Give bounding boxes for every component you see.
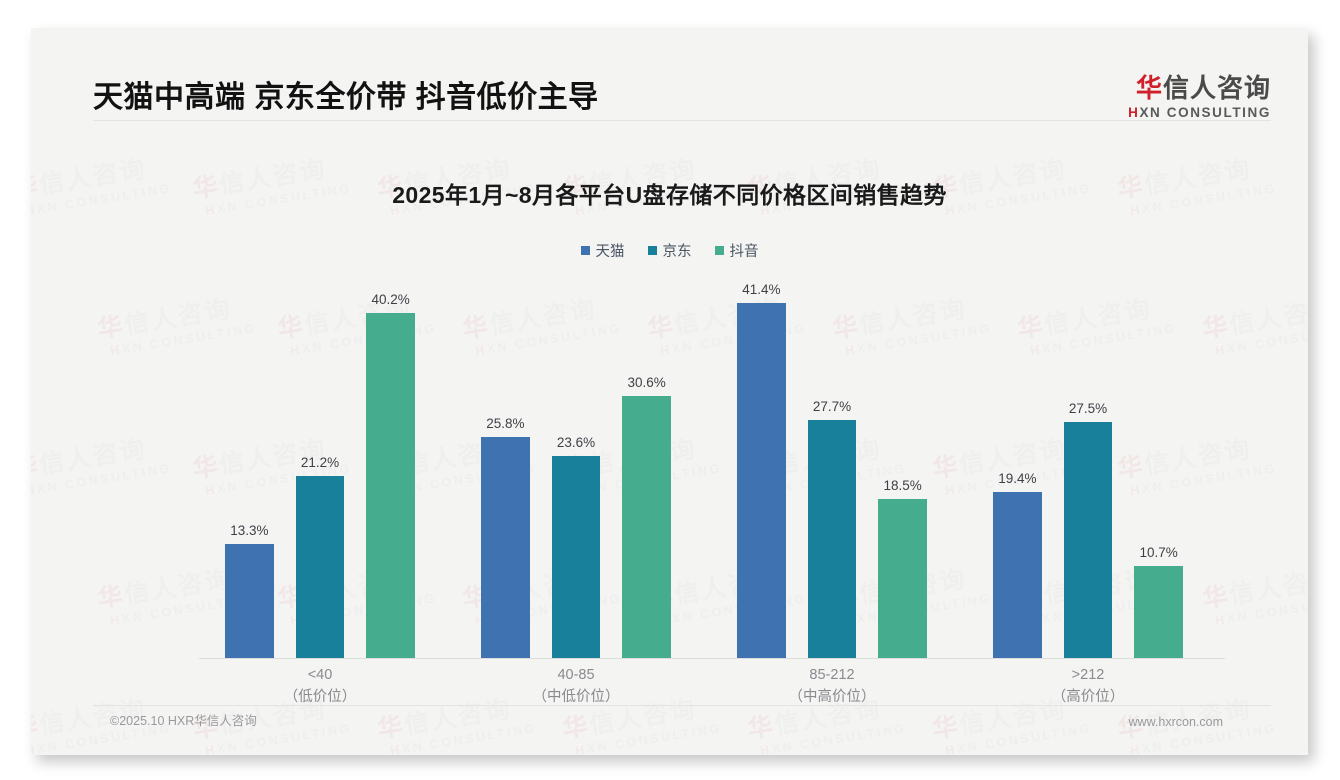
bar-天猫-<40[interactable] — [225, 544, 274, 658]
bar-column[interactable]: 30.6% — [622, 275, 672, 658]
bar-group: 13.3% 21.2% 40.2% — [225, 275, 416, 658]
brand-logo-en-rest: XN CONSULTING — [1139, 105, 1271, 121]
legend-label: 抖音 — [729, 244, 759, 260]
brand-logo-en: HXN CONSULTING — [1128, 105, 1271, 120]
bar-value-label: 30.6% — [627, 375, 666, 390]
bar-京东-40-85[interactable] — [551, 456, 601, 658]
bar-value-label: 18.5% — [883, 478, 922, 493]
bar-value-label: 13.3% — [230, 523, 269, 538]
legend-item-抖音[interactable]: 抖音 — [714, 240, 759, 261]
brand-logo: 华信人咨询 HXN CONSULTING — [1128, 73, 1271, 120]
x-tick-range: >212 — [1071, 667, 1105, 683]
bar-column[interactable]: 18.5% — [878, 275, 928, 658]
chart-title: 2025年1月~8月各平台U盘存储不同价格区间销售趋势 — [392, 182, 947, 208]
bar-抖音->212[interactable] — [1134, 566, 1184, 658]
page-title: 天猫中高端 京东全价带 抖音低价主导 — [93, 81, 599, 114]
legend-swatch-icon — [714, 246, 724, 255]
x-tick-subtitle: （中低价位） — [532, 689, 620, 706]
bar-天猫->212[interactable] — [993, 492, 1042, 658]
brand-logo-cn-rest: 信人咨询 — [1162, 73, 1271, 103]
header-divider — [93, 120, 1271, 121]
x-tick-subtitle: （中高价位） — [788, 689, 876, 706]
bar-column[interactable]: 19.4% — [993, 275, 1042, 658]
legend-item-天猫[interactable]: 天猫 — [580, 240, 625, 261]
bar-value-label: 23.6% — [556, 435, 596, 450]
footer-website: www.hxrcon.com — [1128, 715, 1223, 729]
bar-column[interactable]: 27.5% — [1063, 275, 1113, 658]
bar-column[interactable]: 13.3% — [225, 275, 274, 658]
bar-group: 25.8% 23.6% 30.6% — [481, 275, 672, 658]
bar-京东-<40[interactable] — [295, 476, 345, 658]
bar-group: 41.4% 27.7% 18.5% — [737, 275, 928, 658]
x-tick-subtitle: （低价位） — [283, 689, 357, 706]
footer-copyright: ©2025.10 HXR华信人咨询 — [110, 714, 257, 728]
bar-column[interactable]: 21.2% — [295, 275, 345, 658]
x-tick-range: 40-85 — [557, 667, 595, 683]
bar-column[interactable]: 27.7% — [807, 275, 857, 658]
bar-column[interactable]: 40.2% — [366, 275, 416, 658]
bar-value-label: 25.8% — [486, 416, 525, 431]
bar-column[interactable]: 41.4% — [737, 275, 786, 658]
slide-card: 华信人咨询 HXN CONSULTING 华信人咨询 HXN CONSULTING 华信… — [31, 28, 1308, 755]
bar-column[interactable]: 23.6% — [551, 275, 601, 658]
bar-京东-85-212[interactable] — [807, 420, 857, 658]
footer-divider — [93, 705, 1271, 706]
bar-天猫-85-212[interactable] — [737, 303, 786, 658]
bar-value-label: 41.4% — [742, 282, 781, 297]
x-tick-range: 85-212 — [809, 667, 855, 683]
bar-value-label: 40.2% — [371, 292, 410, 307]
x-axis-labels: <40 （低价位） 40-85 （中低价位） 85-212 （中高价位） >212 （高价位） — [199, 664, 1225, 724]
bar-天猫-40-85[interactable] — [481, 437, 530, 658]
bar-抖音-85-212[interactable] — [878, 499, 928, 658]
bar-value-label: 27.5% — [1068, 401, 1108, 416]
brand-logo-cn: 华信人咨询 — [1128, 73, 1271, 103]
x-tick-85-212: 85-212 （中高价位） — [737, 664, 927, 709]
bar-group: 19.4% 27.5% 10.7% — [993, 275, 1184, 658]
x-axis-line — [199, 658, 1225, 659]
x-tick-range: <40 — [307, 667, 333, 683]
brand-logo-cn-accent: 华 — [1135, 73, 1163, 103]
bar-column[interactable]: 10.7% — [1134, 275, 1184, 658]
x-tick-40-85: 40-85 （中低价位） — [481, 664, 671, 709]
legend-swatch-icon — [647, 246, 657, 255]
slide-header: 天猫中高端 京东全价带 抖音低价主导 华信人咨询 HXN CONSULTING — [31, 28, 1308, 120]
bar-抖音-40-85[interactable] — [622, 396, 672, 658]
x-tick-<40: <40 （低价位） — [225, 664, 415, 709]
legend-label: 天猫 — [595, 244, 625, 260]
bar-value-label: 19.4% — [998, 471, 1037, 486]
bar-value-label: 10.7% — [1139, 545, 1178, 560]
chart-legend: 天猫 京东 抖音 — [31, 240, 1308, 261]
x-tick-subtitle: （高价位） — [1051, 689, 1125, 706]
x-tick->212: >212 （高价位） — [993, 664, 1183, 709]
bar-京东->212[interactable] — [1063, 422, 1113, 658]
legend-label: 京东 — [662, 244, 692, 260]
bar-抖音-<40[interactable] — [366, 313, 416, 658]
bar-value-label: 21.2% — [300, 455, 340, 470]
bar-value-label: 27.7% — [812, 399, 852, 414]
bar-column[interactable]: 25.8% — [481, 275, 530, 658]
brand-logo-en-accent: H — [1128, 105, 1140, 121]
chart-plot-area: 13.3% 21.2% 40.2% 25.8% 23.6% 30.6% 41.4% 27.7%… — [199, 276, 1225, 659]
legend-swatch-icon — [580, 246, 590, 255]
legend-item-京东[interactable]: 京东 — [647, 240, 692, 261]
